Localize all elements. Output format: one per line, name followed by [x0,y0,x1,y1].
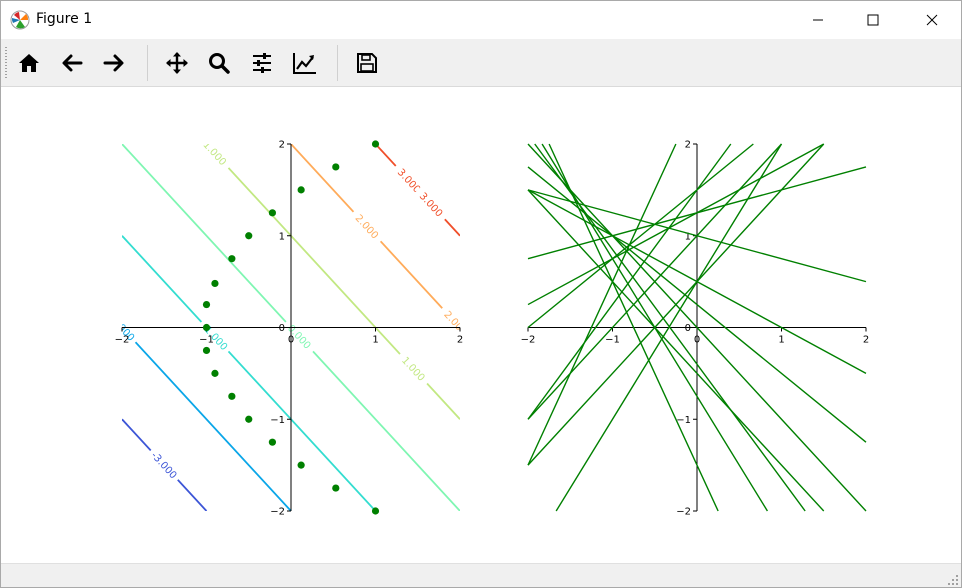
x-tick-label: 0 [288,335,294,346]
line-chart-icon [293,53,316,74]
series-line [527,143,754,329]
y-tick-label: 0 [685,323,691,334]
contour-label-gap [122,308,140,347]
data-point [202,346,211,355]
title-bar[interactable]: Figure 1 [1,1,961,39]
subplots-button[interactable] [244,45,280,81]
sliders-icon [253,53,271,73]
series-line [527,189,825,512]
contour-chart: -3.000-2.000 -1.000 0.0001.0001.0002.0002.… [115,140,464,518]
y-tick-label: −2 [270,507,285,518]
data-point [268,438,277,446]
status-bar [1,563,961,587]
series-line [527,143,732,420]
data-point [245,232,253,240]
home-icon [19,54,39,72]
contour-label-gap [146,446,183,484]
x-tick-label: 1 [778,335,784,346]
series-line [555,143,783,512]
matplotlib-logo-icon [10,10,30,30]
contour-label-gap [349,207,386,246]
magnifier-icon [209,53,230,74]
data-point [332,484,340,492]
data-point [228,255,236,263]
y-tick-label: 0 [279,323,285,334]
toolbar-separator [147,45,148,81]
minimize-icon [813,19,823,21]
navigation-toolbar [1,39,961,87]
close-icon [926,14,938,26]
contour-line [122,235,377,511]
scatter-points [202,140,380,515]
forward-button[interactable] [96,45,132,81]
series-line [527,143,825,306]
data-point [297,461,305,469]
data-point [245,415,253,423]
data-point [228,392,236,400]
home-button[interactable] [11,45,47,81]
move-icon [166,52,188,74]
contour-label-gap [413,185,450,224]
series-lines [527,143,867,512]
maximize-icon [867,14,879,26]
arrow-right-icon [103,54,124,72]
series-line [527,143,867,512]
contour-label-gap [437,304,460,342]
data-point [332,163,340,171]
y-tick-label: −1 [676,415,691,426]
data-point [202,323,211,332]
minimize-button[interactable] [795,1,841,39]
contour-label-gap [196,144,233,172]
y-tick-label: 2 [279,140,285,151]
y-tick-label: 2 [685,140,691,151]
y-tick-label: −2 [676,507,691,518]
back-button[interactable] [54,45,90,81]
arrow-left-icon [62,54,83,72]
toolbar-grip[interactable] [5,47,7,79]
pan-button[interactable] [159,45,195,81]
lines-chart: −2 −2 −1 −1 00 1 1 2 2 [521,140,870,518]
window-title: Figure 1 [36,11,93,27]
toolbar-separator [337,45,338,81]
data-point [202,300,211,309]
contour-label: 1.000 [200,140,227,169]
series-line [548,143,719,512]
series-line [527,143,677,466]
zoom-button[interactable] [201,45,237,81]
x-tick-label: −1 [199,335,214,346]
x-tick-label: 1 [372,335,378,346]
x-tick-label: −2 [521,335,536,346]
x-tick-label: −2 [115,335,130,346]
data-point [268,209,277,217]
data-point [371,507,380,515]
customize-button[interactable] [287,45,323,81]
close-button[interactable] [909,1,955,39]
x-tick-label: 0 [694,335,700,346]
data-point [211,279,219,288]
data-point [211,369,219,377]
x-tick-label: 2 [863,335,869,346]
contour-label-gap [395,350,432,388]
x-tick-label: −1 [605,335,620,346]
contour-label: -3.000 [149,450,179,481]
y-tick-label: −1 [270,415,285,426]
y-tick-label: 1 [685,231,691,242]
y-tick-label: 1 [279,231,285,242]
maximize-button[interactable] [850,1,896,39]
figure-svg: -3.000-2.000 -1.000 0.0001.0001.0002.0002.… [115,140,870,518]
figure-canvas[interactable]: -3.000 -2.000 -1.000 0.000 1.000 1.000 2.000 2.… [1,87,961,563]
contour-line [122,326,292,511]
data-point [297,186,305,194]
data-point [371,140,380,148]
floppy-disk-icon [357,53,377,73]
resize-grip-icon[interactable] [947,574,959,586]
contour-lines: -3.000-2.000 -1.000 0.0001.0001.0002.0002.… [122,140,460,511]
save-button[interactable] [349,45,385,81]
series-line [541,143,769,512]
x-tick-label: 2 [457,335,463,346]
